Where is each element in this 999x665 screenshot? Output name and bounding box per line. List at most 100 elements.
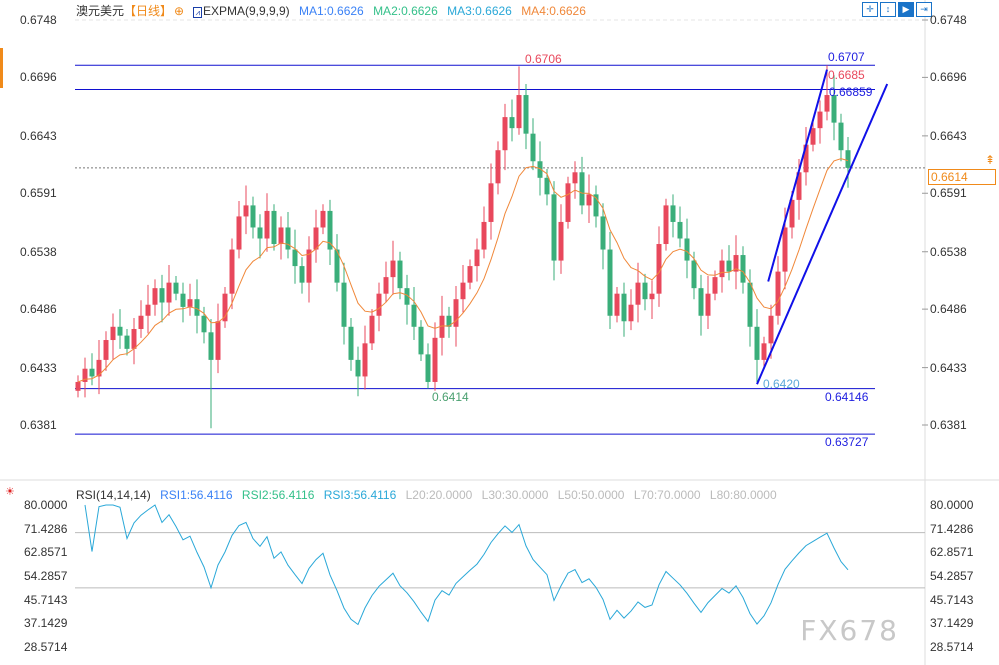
current-price-badge: 0.6614 [928, 168, 996, 185]
candle-body [446, 315, 452, 327]
candle-body [719, 260, 725, 278]
candle-body [166, 282, 172, 303]
candle-body [306, 249, 312, 283]
low-annotation: 0.6420 [763, 376, 800, 391]
fit-vertical-icon[interactable]: ↕ [880, 2, 896, 17]
candle-body [635, 282, 641, 305]
candle-body [712, 277, 718, 294]
expma-line [77, 158, 849, 383]
high-annotation: 0.6706 [525, 52, 562, 67]
candle-body [516, 95, 522, 129]
level-annotation: 0.66859 [829, 85, 873, 100]
rsi-tick-right: 54.2857 [930, 569, 974, 583]
candle-body [173, 282, 179, 294]
rsi-line [84, 504, 849, 626]
candle-body [740, 255, 746, 283]
candle-body [698, 288, 704, 316]
price-tick-right: 0.6696 [930, 70, 967, 85]
price-tick-right: 0.6433 [930, 360, 967, 375]
candle-body [96, 359, 102, 377]
candle-body [747, 282, 753, 327]
candle-body [558, 221, 564, 261]
candle-body [82, 368, 88, 382]
symbol-title: 澳元美元 [76, 4, 125, 18]
candle-body [621, 293, 627, 322]
level-label: 0.6707 [828, 50, 865, 65]
candle-body [726, 260, 732, 272]
rsi-tick-left: 71.4286 [24, 521, 68, 536]
rsi-tick-left: 62.8571 [24, 545, 68, 560]
candle-body [467, 266, 473, 283]
candle-body [789, 199, 795, 228]
candle-body [628, 304, 634, 322]
candle-body [768, 315, 774, 344]
candle-body [180, 293, 186, 307]
candle-body [327, 210, 333, 250]
candle-body [810, 128, 816, 145]
candle-body [264, 210, 270, 239]
rsi-tick-right: 62.8571 [930, 545, 974, 560]
candle-body [138, 315, 144, 329]
candle-body [663, 205, 669, 245]
candle-body [586, 194, 592, 206]
candle-body [754, 326, 760, 360]
candle-body [292, 249, 298, 267]
crosshair-icon[interactable]: ✛ [862, 2, 878, 17]
l20-value: L20:20.0000 [405, 488, 473, 502]
candle-body [572, 172, 578, 184]
candle-body [593, 194, 599, 217]
price-tick-right: 0.6381 [930, 418, 967, 432]
price-tick-right: 0.6591 [930, 186, 967, 201]
l50-value: L50:50.0000 [557, 488, 625, 502]
indicator-name: EXPMA(9,9,9,9) [202, 4, 290, 18]
candle-body [75, 381, 81, 391]
candle-body [453, 299, 459, 327]
price-tick-right: 0.6748 [930, 13, 967, 27]
candle-body [551, 194, 557, 261]
candle-body [313, 227, 319, 250]
candle-body [425, 354, 431, 382]
candle-body [355, 359, 361, 377]
candle-body [201, 315, 207, 333]
low-annotation: 0.6414 [432, 389, 469, 404]
ma4-value: MA4:0.6626 [521, 4, 586, 18]
candle-body [243, 205, 249, 217]
l80-value: L80:80.0000 [709, 488, 777, 502]
candle-body [642, 282, 648, 300]
candle-body [803, 144, 809, 173]
candle-body [236, 216, 242, 250]
candle-body [362, 343, 368, 377]
price-tick-left: 0.6643 [20, 128, 57, 143]
candle-body [460, 282, 466, 300]
candle-body [495, 150, 501, 184]
candle-body [705, 293, 711, 316]
candle-body [439, 315, 445, 338]
candle-body [474, 249, 480, 267]
price-tick-left: 0.6538 [20, 244, 57, 259]
candle-body [488, 183, 494, 222]
candle-body [397, 260, 403, 289]
candle-body [383, 277, 389, 294]
rsi2-value: RSI2:56.4116 [241, 488, 315, 502]
price-tick-right: 0.6538 [930, 244, 967, 259]
rsi-tick-left: 80.0000 [24, 498, 68, 512]
rsi-header: RSI(14,14,14) RSI1:56.4116 RSI2:56.4116 … [76, 488, 783, 502]
rsi-settings-icon[interactable]: ☀ [5, 486, 15, 498]
goto-end-icon[interactable]: ⇥ [916, 2, 932, 17]
candle-body [733, 255, 739, 272]
candle-body [796, 172, 802, 200]
candle-body [838, 122, 844, 151]
add-indicator-icon[interactable]: ⊕ [174, 4, 185, 18]
candle-body [278, 227, 284, 245]
candle-body [131, 328, 137, 349]
rsi-tick-right: 28.5714 [930, 640, 974, 654]
candle-body [250, 205, 256, 228]
period-label[interactable]: 【日线】 [124, 4, 173, 18]
scroll-right-icon[interactable]: ▶ [898, 2, 914, 17]
expma-icon[interactable]: ⩘ [193, 7, 202, 18]
candle-body [348, 326, 354, 360]
candle-body [614, 293, 620, 316]
rsi-name: RSI(14,14,14) [76, 488, 151, 502]
watermark: FX678 [800, 614, 899, 647]
